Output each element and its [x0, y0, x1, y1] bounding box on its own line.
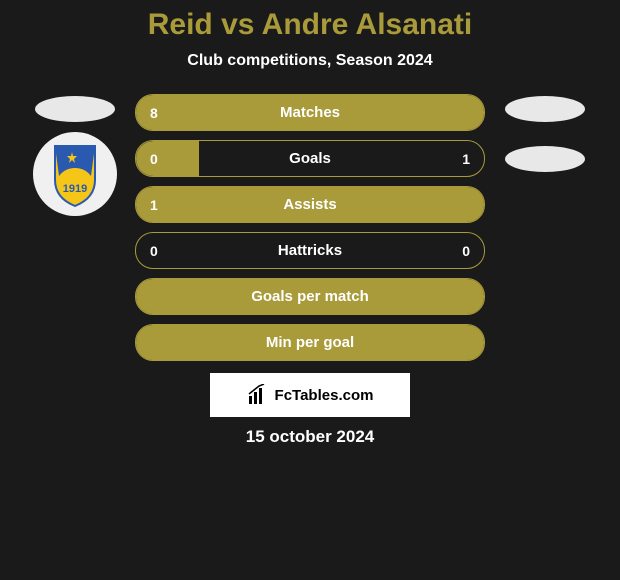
stat-label: Assists	[136, 187, 484, 222]
stat-label: Goals	[136, 141, 484, 176]
left-ellipse-1	[35, 96, 115, 122]
page-title: Reid vs Andre Alsanati	[0, 8, 620, 42]
stat-row: Min per goal	[135, 324, 485, 361]
stat-label: Goals per match	[136, 279, 484, 314]
stat-label: Matches	[136, 95, 484, 130]
page-subtitle: Club competitions, Season 2024	[0, 52, 620, 70]
chart-icon	[247, 384, 269, 406]
right-side-column	[495, 94, 595, 361]
stat-row: 01Goals	[135, 140, 485, 177]
stat-row: 00Hattricks	[135, 232, 485, 269]
right-ellipse-2	[505, 146, 585, 172]
main-area: 1919 8Matches 01Goals 1Assists 00Hattricks G…	[0, 94, 620, 361]
attribution-text: FcTables.com	[275, 387, 374, 404]
club-logo-left: 1919	[33, 132, 117, 216]
stat-row: 1Assists	[135, 186, 485, 223]
comparison-infographic: Reid vs Andre Alsanati Club competitions…	[0, 0, 620, 447]
stat-label: Hattricks	[136, 233, 484, 268]
stat-column: 8Matches 01Goals 1Assists 00Hattricks Goals …	[135, 94, 485, 361]
logo-year-text: 1919	[63, 183, 87, 195]
stat-row: Goals per match	[135, 278, 485, 315]
stat-label: Min per goal	[136, 325, 484, 360]
attribution-badge: FcTables.com	[210, 373, 410, 417]
right-ellipse-1	[505, 96, 585, 122]
date-text: 15 october 2024	[0, 427, 620, 447]
stat-row: 8Matches	[135, 94, 485, 131]
left-side-column: 1919	[25, 94, 125, 361]
